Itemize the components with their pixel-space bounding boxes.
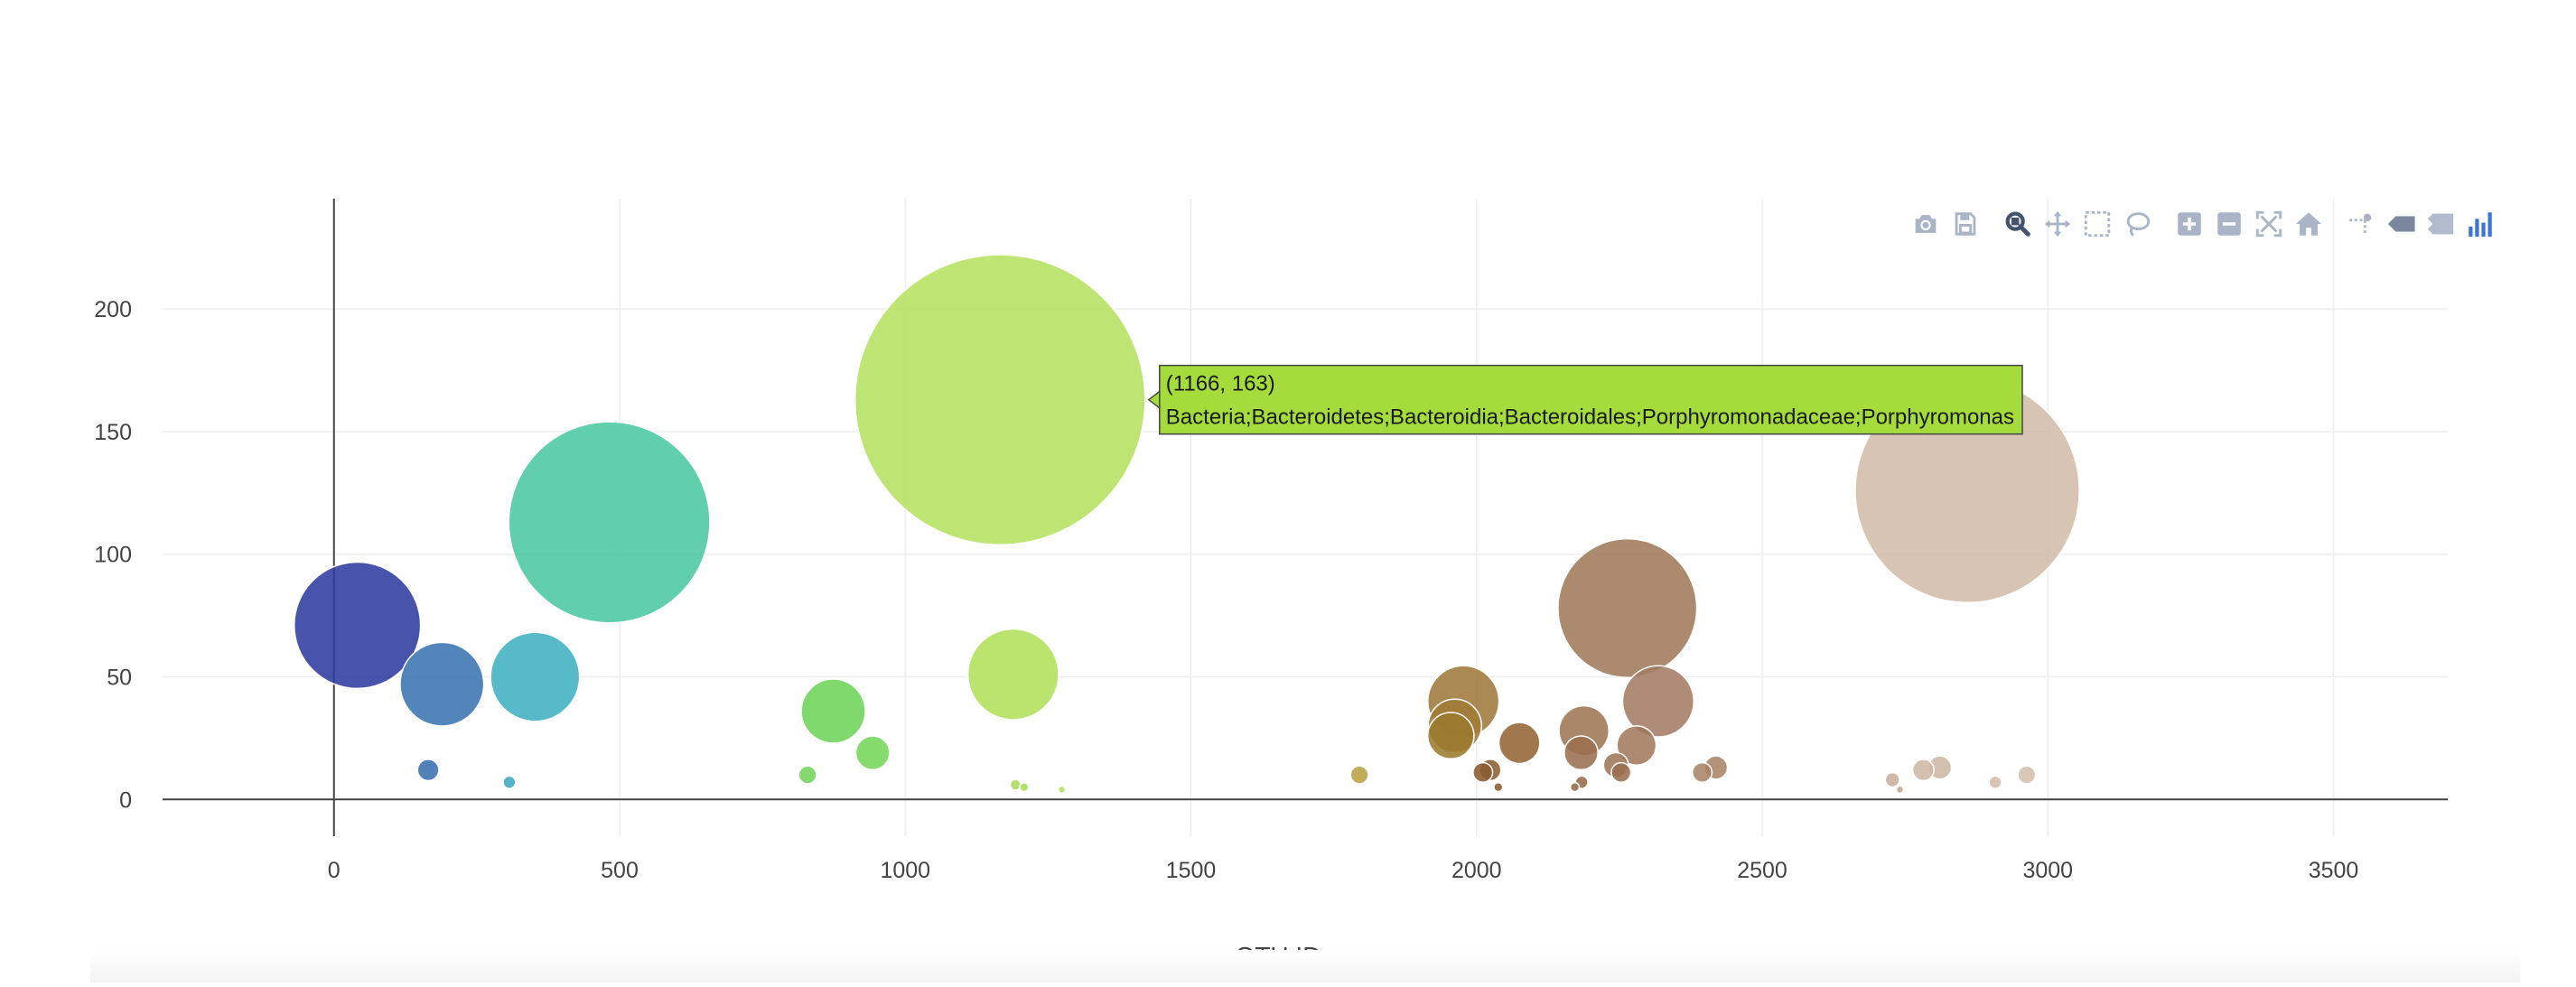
home-icon <box>2295 212 2322 236</box>
modebar <box>1906 206 2500 242</box>
zoom-button[interactable] <box>1998 206 2038 242</box>
bubble-marker[interactable] <box>966 628 1059 721</box>
lasso-select-button[interactable] <box>2117 206 2157 242</box>
bubble-marker[interactable] <box>1472 761 1494 783</box>
home-button[interactable] <box>2289 206 2329 242</box>
box-select-button[interactable] <box>2077 206 2117 242</box>
bubble-marker[interactable] <box>1569 782 1581 793</box>
y-tick-label: 0 <box>119 787 132 813</box>
lasso-select-icon <box>2126 212 2151 237</box>
bubble-marker[interactable] <box>2017 765 2037 785</box>
hover-label-text: Bacteria;Bacteroidetes;Bacteroidia;Bacte… <box>1166 405 2014 430</box>
bubble-marker[interactable] <box>1493 782 1504 793</box>
zoom-out-icon <box>2217 212 2241 236</box>
bubble-marker[interactable] <box>1498 722 1541 765</box>
bubble-marker[interactable] <box>416 759 440 782</box>
zoom-in-icon <box>2178 212 2201 236</box>
bubble-marker[interactable] <box>1911 759 1935 782</box>
x-tick-label: 2000 <box>1451 858 1502 883</box>
pan-button[interactable] <box>2038 206 2077 242</box>
box-select-icon <box>2084 210 2111 237</box>
points-layer[interactable] <box>293 254 2080 795</box>
bubble-marker[interactable] <box>1616 725 1657 766</box>
hover-compare-button[interactable] <box>2421 206 2460 242</box>
bubble-marker[interactable] <box>1019 782 1030 793</box>
x-tick-label: 3000 <box>2022 858 2073 883</box>
zoom-out-button[interactable] <box>2209 206 2249 242</box>
x-tick-label: 500 <box>601 858 639 883</box>
hover-closest-icon <box>2387 216 2415 232</box>
y-tick-label: 150 <box>94 420 132 445</box>
bubble-marker[interactable] <box>293 561 422 690</box>
x-tick-label: 0 <box>328 858 341 883</box>
hover-label-pointer <box>1147 389 1162 411</box>
bubble-marker[interactable] <box>1884 771 1900 788</box>
plotly-logo-button[interactable] <box>2460 206 2500 242</box>
y-tick-label: 100 <box>94 543 132 568</box>
bubble-marker[interactable] <box>508 421 711 624</box>
footer-strip <box>90 950 2520 982</box>
spike-lines-icon <box>2349 213 2372 236</box>
x-tick-label: 2500 <box>1737 858 1787 883</box>
x-tick-label: 1000 <box>880 858 930 883</box>
bubble-marker[interactable] <box>1349 765 1369 785</box>
bubble-marker[interactable] <box>854 254 1146 545</box>
axis-layer: 0 500 1000 1500 2000 2500 3000 3500 0 50 100 150 200 <box>94 199 2448 883</box>
autoscale-icon <box>2255 210 2282 237</box>
camera-button[interactable] <box>1906 206 1946 242</box>
bubble-marker[interactable] <box>800 678 866 744</box>
x-tick-label: 1500 <box>1166 858 1217 883</box>
save-icon <box>1955 212 1976 236</box>
plotly-logo-icon <box>2469 212 2492 237</box>
pan-icon <box>2044 210 2071 237</box>
zoom-in-button[interactable] <box>2170 206 2209 242</box>
y-tick-label: 50 <box>107 666 132 691</box>
bubble-marker[interactable] <box>854 735 891 771</box>
hover-label-point-text: (1166, 163) <box>1166 372 1275 396</box>
zoom-icon <box>2005 211 2030 237</box>
bubble-marker[interactable] <box>1988 775 2002 789</box>
bubble-marker[interactable] <box>1610 761 1632 783</box>
bubble-marker[interactable] <box>399 641 485 727</box>
bubble-marker[interactable] <box>1692 761 1713 783</box>
x-tick-label: 3500 <box>2309 858 2359 883</box>
spike-lines-button[interactable] <box>2341 206 2381 242</box>
bubble-marker[interactable] <box>1895 785 1905 795</box>
bubble-marker[interactable] <box>1563 735 1599 771</box>
grid-layer <box>163 199 2448 836</box>
autoscale-button[interactable] <box>2249 206 2289 242</box>
hover-layer: (1166, 163) Bacteria;Bacteroidetes;Bacte… <box>1147 364 2023 435</box>
hover-compare-icon <box>2427 213 2454 235</box>
y-tick-label: 200 <box>94 297 132 322</box>
bubble-marker[interactable] <box>490 631 581 722</box>
bubble-marker[interactable] <box>1621 665 1695 738</box>
hover-closest-button[interactable] <box>2381 206 2421 242</box>
camera-icon <box>1915 215 1937 233</box>
bubble-marker[interactable] <box>798 765 817 785</box>
save-button[interactable] <box>1946 206 1985 242</box>
hover-label-box <box>1159 364 2023 435</box>
bubble-marker[interactable] <box>1426 712 1475 760</box>
bubble-marker[interactable] <box>1057 785 1067 795</box>
bubble-marker[interactable] <box>502 775 517 789</box>
bubble-marker[interactable] <box>1557 537 1698 679</box>
